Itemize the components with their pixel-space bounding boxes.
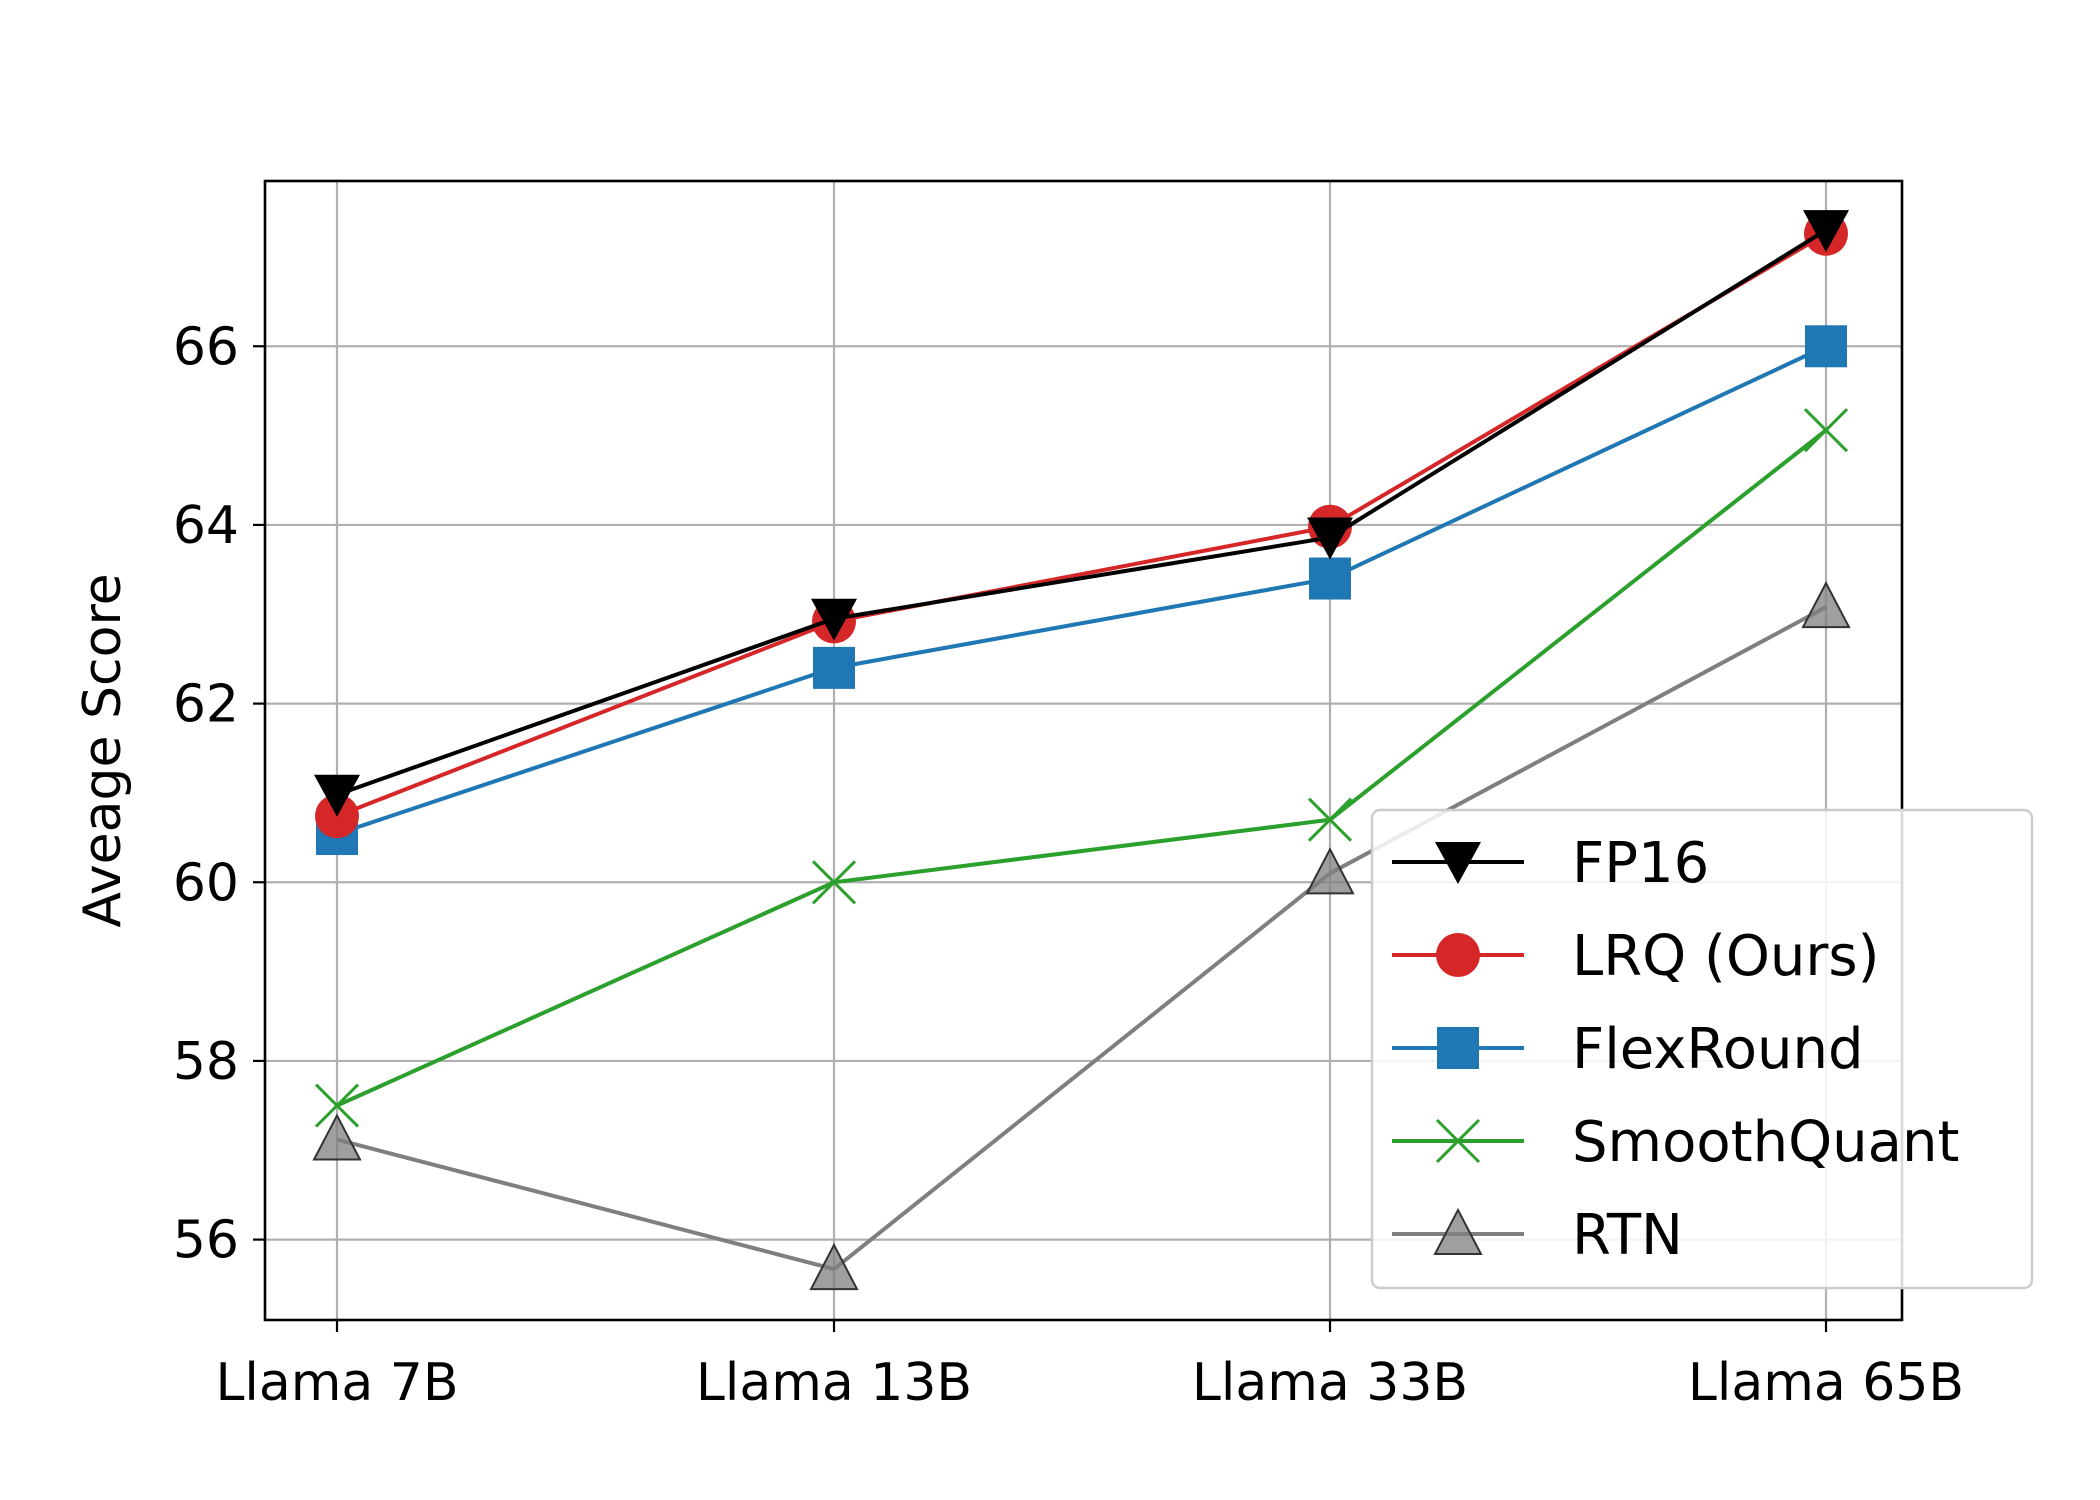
series-smoothquant <box>314 408 1849 1128</box>
y-tick-label: 64 <box>173 496 239 556</box>
legend-label: FlexRound <box>1572 1017 1864 1082</box>
legend-item-flexround: FlexRound <box>1392 1017 1864 1082</box>
data-point-smoothquant <box>811 860 857 905</box>
legend-marker-smoothquant-stroke <box>1435 1118 1481 1164</box>
series-line-rtn <box>336 605 1827 1272</box>
legend: FP16 LRQ (Ours) FlexRound SmoothQuant RTN <box>1370 808 2034 1290</box>
legend-item-lrq-ours: LRQ (Ours) <box>1392 924 1879 989</box>
data-point-flexround <box>1309 557 1351 600</box>
y-axis-label: Aveage Score <box>73 573 133 927</box>
legend-label: RTN <box>1572 1203 1683 1268</box>
data-point-fp16 <box>1307 517 1353 560</box>
data-point-smoothquant-stroke <box>1803 408 1849 453</box>
data-point-rtn <box>1305 847 1355 895</box>
legend-box <box>1370 808 2034 1290</box>
series-layer <box>312 210 1851 1291</box>
legend-label: FP16 <box>1572 831 1709 896</box>
grid-lines <box>265 181 1902 1320</box>
data-point-rtn <box>809 1242 859 1291</box>
data-point-flexround <box>1805 325 1847 368</box>
series-line-fp16 <box>336 228 1828 797</box>
data-point-smoothquant-stroke <box>1307 797 1353 842</box>
legend-marker-rtn <box>1433 1207 1483 1255</box>
series-line-lrq-ours <box>336 231 1828 819</box>
data-point-smoothquant <box>314 1083 360 1128</box>
y-tick-label: 56 <box>173 1211 239 1271</box>
data-point-fp16 <box>314 774 360 817</box>
y-tick-label: 58 <box>173 1032 239 1092</box>
data-point-rtn <box>1801 580 1851 629</box>
legend-marker-fp16 <box>1435 842 1481 884</box>
x-tick-label: Llama 33B <box>1192 1353 1468 1413</box>
legend-label: SmoothQuant <box>1572 1110 1959 1175</box>
series-fp16 <box>314 210 1849 817</box>
plot-frame <box>263 179 1904 1322</box>
series-rtn <box>312 580 1851 1291</box>
data-point-fp16 <box>1803 210 1849 253</box>
data-point-rtn <box>312 1113 362 1161</box>
legend-marker-lrq-ours <box>1436 933 1480 977</box>
data-point-flexround <box>813 646 855 689</box>
legend-item-fp16: FP16 <box>1392 831 1709 896</box>
data-point-smoothquant-stroke <box>811 860 857 905</box>
series-line-flexround <box>336 344 1827 836</box>
axis-ticks: Llama 7B Llama 13B Llama 33B Llama 65B 56 58 6… <box>173 317 1964 1413</box>
x-tick-label: Llama 7B <box>215 1353 458 1413</box>
legend-marker-flexround <box>1437 1027 1479 1069</box>
y-tick-label: 66 <box>173 317 239 377</box>
legend-marker-smoothquant <box>1435 1118 1481 1164</box>
data-point-smoothquant <box>1803 408 1849 453</box>
legend-label: LRQ (Ours) <box>1572 924 1879 989</box>
x-tick-label: Llama 65B <box>1688 1353 1964 1413</box>
series-flexround <box>316 325 1847 856</box>
data-point-smoothquant-stroke <box>314 1083 360 1128</box>
data-point-fp16 <box>811 598 857 641</box>
y-tick-label: 62 <box>173 675 239 735</box>
legend-item-rtn: RTN <box>1392 1203 1683 1268</box>
data-point-smoothquant <box>1307 797 1353 842</box>
legend-item-smoothquant: SmoothQuant <box>1392 1110 1959 1175</box>
series-line-smoothquant <box>336 428 1828 1108</box>
x-tick-label: Llama 13B <box>696 1353 972 1413</box>
y-tick-label: 60 <box>173 853 239 913</box>
